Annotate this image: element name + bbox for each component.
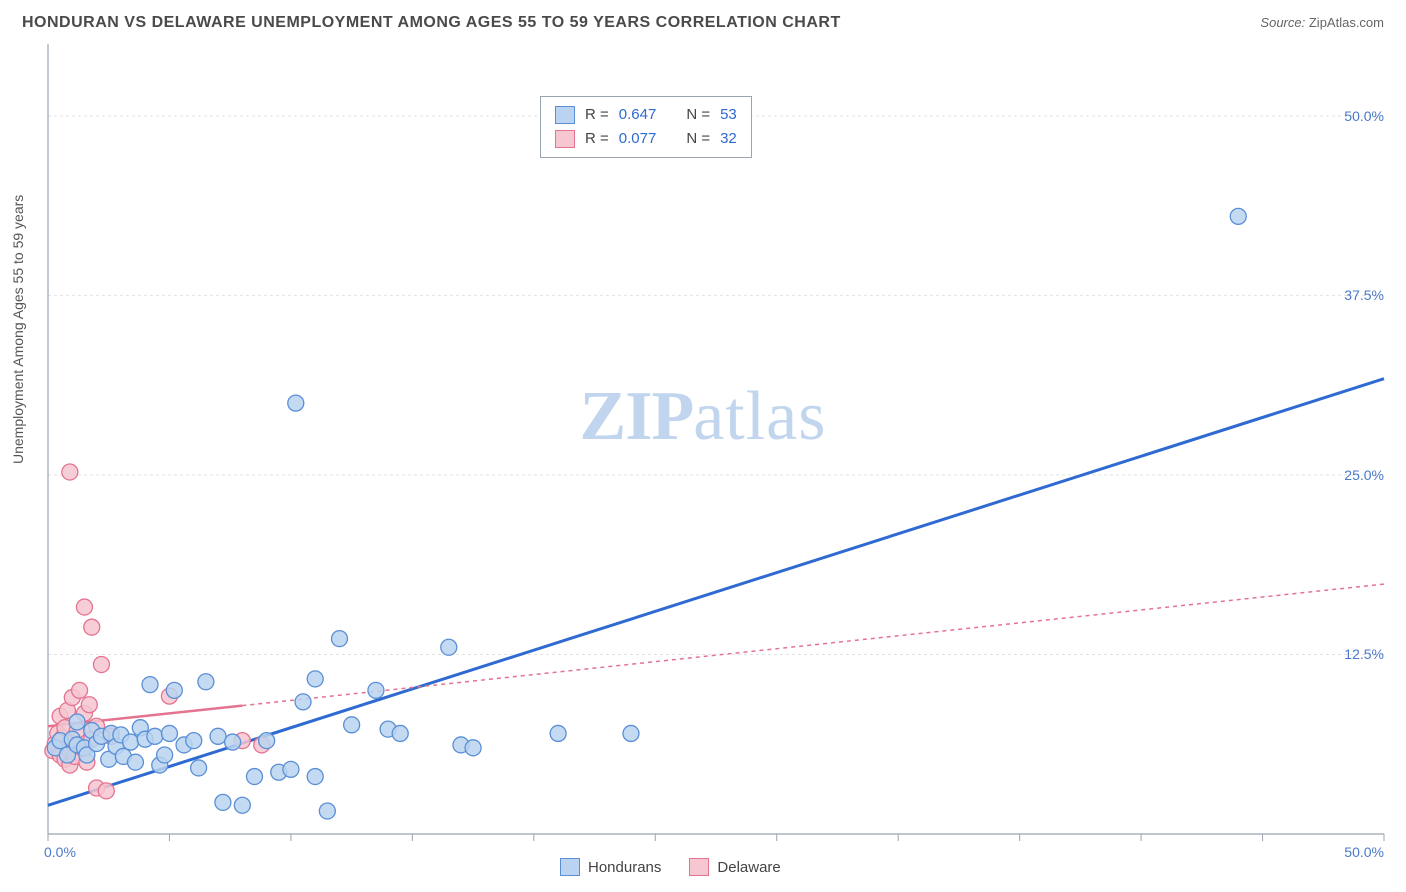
chart-container: Unemployment Among Ages 55 to 59 years Z… [0,44,1406,892]
source-label: Source: [1260,15,1305,30]
legend-bottom: Hondurans Delaware [560,858,781,876]
r-value: 0.647 [619,103,657,127]
y-tick-label: 12.5% [1344,646,1384,662]
legend-top: R = 0.647 N = 53 R = 0.077 N = 32 [540,96,752,158]
scatter-plot [0,44,1406,864]
n-value: 53 [720,103,737,127]
source-value: ZipAtlas.com [1309,15,1384,30]
legend-swatch [555,106,575,124]
legend-label: Hondurans [588,859,661,876]
legend-label: Delaware [717,859,780,876]
legend-stat-row: R = 0.077 N = 32 [555,127,737,151]
page-title: HONDURAN VS DELAWARE UNEMPLOYMENT AMONG … [22,14,841,32]
x-tick-label: 50.0% [1344,844,1384,860]
legend-swatch [689,858,709,876]
r-label: R = [585,127,609,151]
x-tick-label: 0.0% [44,844,76,860]
legend-item: Hondurans [560,858,661,876]
legend-swatch [555,130,575,148]
legend-stat-row: R = 0.647 N = 53 [555,103,737,127]
n-value: 32 [720,127,737,151]
y-tick-label: 37.5% [1344,287,1384,303]
legend-item: Delaware [689,858,780,876]
legend-swatch [560,858,580,876]
r-value: 0.077 [619,127,657,151]
y-tick-label: 50.0% [1344,108,1384,124]
y-tick-label: 25.0% [1344,467,1384,483]
r-label: R = [585,103,609,127]
n-label: N = [686,103,710,127]
source-attribution: Source: ZipAtlas.com [1260,15,1384,30]
n-label: N = [686,127,710,151]
